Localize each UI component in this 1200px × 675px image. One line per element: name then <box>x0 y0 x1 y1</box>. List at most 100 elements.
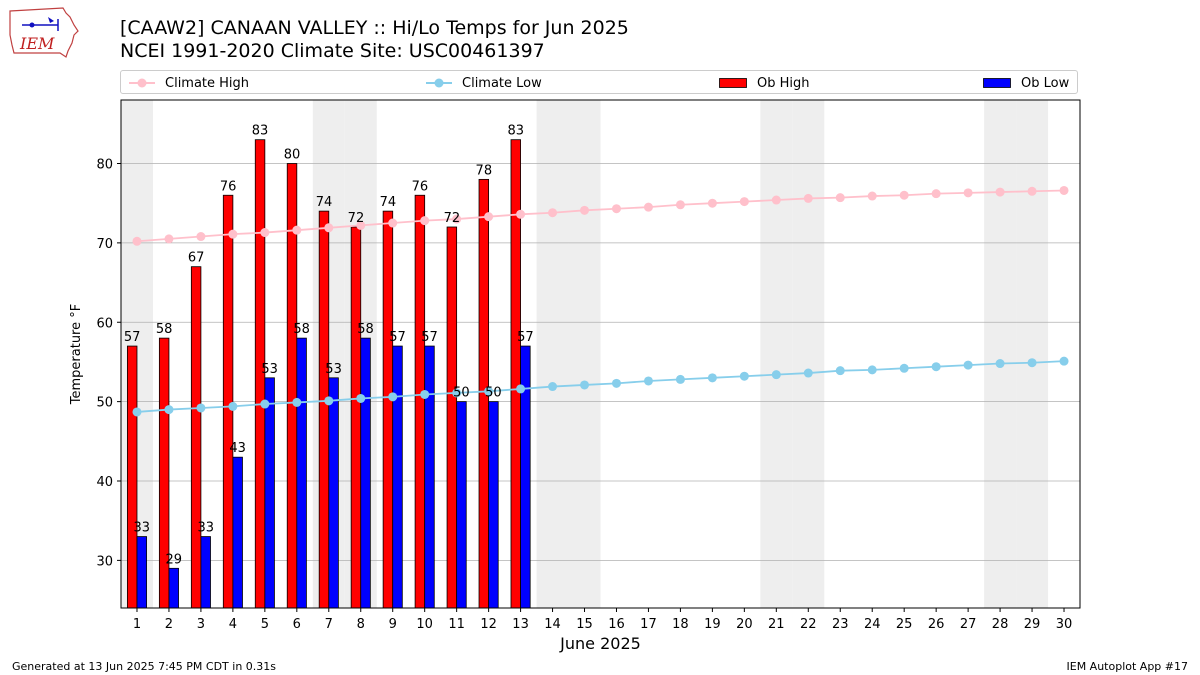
climate-high-point <box>132 236 142 246</box>
climate-high-point <box>324 223 334 233</box>
climate-high-point <box>931 189 941 199</box>
climate-low-line <box>136 360 1065 413</box>
ob-high-bar <box>158 337 170 609</box>
ob-high-bar <box>382 210 394 609</box>
weekend-shade <box>760 100 793 608</box>
legend-label-ob-low: Ob Low <box>1021 75 1070 91</box>
climate-high-point <box>516 209 526 219</box>
climate-low-point <box>611 378 621 388</box>
ob-low-bar <box>136 536 147 609</box>
ob-low-bar-icon <box>983 78 1011 88</box>
x-tick-label: 28 <box>992 617 1009 632</box>
climate-high-point <box>580 205 590 215</box>
climate-high-point <box>643 202 653 212</box>
climate-low-point <box>196 403 206 413</box>
weekend-shade <box>792 100 825 608</box>
climate-low-point <box>228 401 238 411</box>
ob-low-value-label: 53 <box>325 362 342 377</box>
climate-low-point <box>771 370 781 380</box>
ob-low-bar <box>264 377 275 609</box>
ob-high-value-label: 67 <box>188 251 205 266</box>
x-tick-label: 16 <box>608 617 625 632</box>
climate-low-point <box>132 407 142 417</box>
ob-high-bar <box>222 194 234 609</box>
chart-legend: Climate High Climate Low Ob High Ob Low <box>120 70 1078 94</box>
ob-low-value-label: 33 <box>197 521 214 536</box>
climate-high-point <box>420 216 430 226</box>
climate-high-line <box>136 189 1065 243</box>
x-tick-label: 4 <box>229 617 237 632</box>
ob-low-value-label: 57 <box>517 330 534 345</box>
ob-high-value-label: 78 <box>476 163 493 178</box>
climate-low-point <box>643 376 653 386</box>
ob-low-bar <box>168 567 179 609</box>
climate-high-point <box>548 208 558 218</box>
iem-logo: IEM <box>9 7 79 58</box>
climate-high-point <box>995 187 1005 197</box>
x-tick-label: 17 <box>640 617 657 632</box>
legend-item-climate-high: Climate High <box>129 71 249 95</box>
climate-high-point <box>867 191 877 201</box>
x-tick-label: 19 <box>704 617 721 632</box>
climate-low-point <box>963 360 973 370</box>
climate-high-point <box>196 232 206 242</box>
climate-high-point <box>1027 186 1037 196</box>
climate-high-point <box>260 228 270 238</box>
ob-high-bar <box>318 210 330 609</box>
ob-high-bar <box>446 226 458 609</box>
ob-low-bar <box>232 456 243 609</box>
ob-low-value-label: 53 <box>261 362 278 377</box>
ob-low-bar <box>360 337 371 609</box>
climate-low-point <box>324 396 334 406</box>
ob-low-value-label: 58 <box>357 322 374 337</box>
ob-high-value-label: 74 <box>380 195 397 210</box>
x-tick-label: 8 <box>357 617 365 632</box>
climate-high-point <box>835 193 845 203</box>
x-tick-label: 22 <box>800 617 817 632</box>
chart-subtitle: NCEI 1991-2020 Climate Site: USC00461397 <box>120 40 545 62</box>
y-axis-label: Temperature °F <box>69 304 84 405</box>
climate-high-point <box>388 218 398 228</box>
ob-low-bar <box>488 401 499 609</box>
x-tick-label: 7 <box>325 617 333 632</box>
climate-high-point <box>771 195 781 205</box>
climate-low-point <box>388 392 398 402</box>
x-tick-label: 30 <box>1056 617 1073 632</box>
weekend-shade <box>984 100 1017 608</box>
footer-generated-text: Generated at 13 Jun 2025 7:45 PM CDT in … <box>12 660 277 673</box>
ob-low-bar <box>456 401 467 609</box>
climate-high-point <box>452 214 462 224</box>
weekend-shade <box>536 100 569 608</box>
legend-label-climate-low: Climate Low <box>462 75 542 91</box>
ob-low-value-label: 33 <box>134 521 151 536</box>
climate-low-point <box>867 365 877 375</box>
svg-text:IEM: IEM <box>19 34 55 53</box>
y-tick-label: 80 <box>96 158 113 173</box>
climate-low-point <box>292 397 302 407</box>
x-tick-label: 25 <box>896 617 913 632</box>
ob-low-bar <box>200 536 211 609</box>
ob-low-value-label: 43 <box>229 441 246 456</box>
climate-low-point <box>931 362 941 372</box>
y-tick-label: 30 <box>96 554 113 569</box>
ob-high-value-label: 76 <box>220 179 237 194</box>
climate-low-point <box>803 368 813 378</box>
climate-high-point <box>356 220 366 230</box>
weekend-shade <box>1016 100 1049 608</box>
climate-low-point <box>739 371 749 381</box>
climate-high-point <box>803 193 813 203</box>
climate-high-line-icon <box>129 78 155 88</box>
ob-high-bar <box>350 226 362 609</box>
climate-low-point <box>164 405 174 415</box>
x-tick-label: 27 <box>960 617 977 632</box>
x-tick-label: 18 <box>672 617 689 632</box>
climate-low-point <box>516 384 526 394</box>
ob-high-value-label: 80 <box>284 148 301 163</box>
climate-high-point <box>292 225 302 235</box>
x-tick-label: 1 <box>133 617 141 632</box>
legend-label-climate-high: Climate High <box>165 75 250 91</box>
climate-low-point <box>452 388 462 398</box>
y-tick-label: 60 <box>96 316 113 331</box>
climate-low-point <box>484 386 494 396</box>
x-axis-label: June 2025 <box>559 634 641 653</box>
